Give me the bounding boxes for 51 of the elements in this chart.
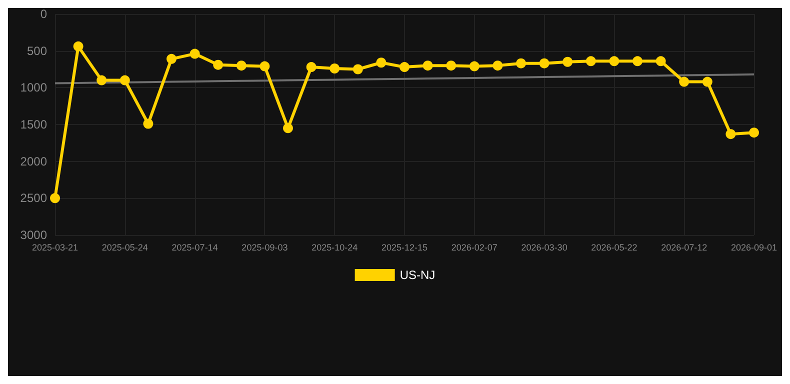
point: [422, 60, 433, 71]
x-tick-label: 2025-07-14: [172, 242, 218, 252]
point: [656, 56, 666, 66]
x-tick-label: 2025-05-24: [102, 242, 148, 252]
point: [469, 61, 480, 72]
y-tick-label: 1500: [20, 118, 48, 132]
point: [330, 64, 340, 74]
point: [632, 56, 642, 66]
point: [679, 76, 690, 87]
point: [702, 76, 712, 87]
point: [446, 60, 456, 71]
x-tick-label: 2025-10-24: [312, 242, 358, 252]
point: [726, 129, 736, 140]
point: [306, 62, 316, 72]
point: [73, 41, 84, 52]
x-tick-label: 2025-12-15: [381, 242, 428, 252]
point: [260, 61, 270, 72]
point: [283, 123, 293, 134]
y-tick-label: 500: [26, 44, 48, 58]
point: [50, 193, 60, 204]
x-tick-label: 2026-05-22: [591, 242, 638, 252]
x-tick-label: 2026-03-30: [521, 242, 568, 252]
y-tick-label: 2000: [20, 154, 48, 168]
y-tick-label: 1000: [20, 80, 48, 95]
point: [376, 58, 386, 68]
point: [516, 58, 526, 68]
line-series: [54, 73, 755, 84]
point: [166, 54, 176, 64]
point: [213, 60, 224, 70]
point: [609, 56, 620, 66]
x-tick-label: 2026-02-07: [451, 242, 498, 252]
point: [236, 60, 246, 71]
x-tick-label: 2025-09-03: [242, 242, 288, 252]
x-tick-label: 2026-09-01: [730, 242, 778, 252]
x-tick-label: 2025-03-21: [32, 242, 78, 252]
point: [190, 48, 200, 59]
point: [96, 75, 107, 86]
y-tick-label: 0: [40, 7, 48, 21]
point: [352, 64, 363, 74]
point: [539, 58, 550, 68]
point: [492, 60, 503, 71]
x-tick-label: 2026-07-12: [661, 242, 708, 252]
point: [400, 62, 410, 72]
legend-label: US-NJ: [400, 268, 436, 282]
point: [749, 128, 759, 138]
point: [143, 118, 154, 129]
point: [562, 56, 573, 67]
point: [120, 75, 130, 86]
point: [586, 56, 596, 66]
y-tick-label: 3000: [20, 228, 48, 242]
y-tick-label: 2500: [20, 191, 48, 206]
